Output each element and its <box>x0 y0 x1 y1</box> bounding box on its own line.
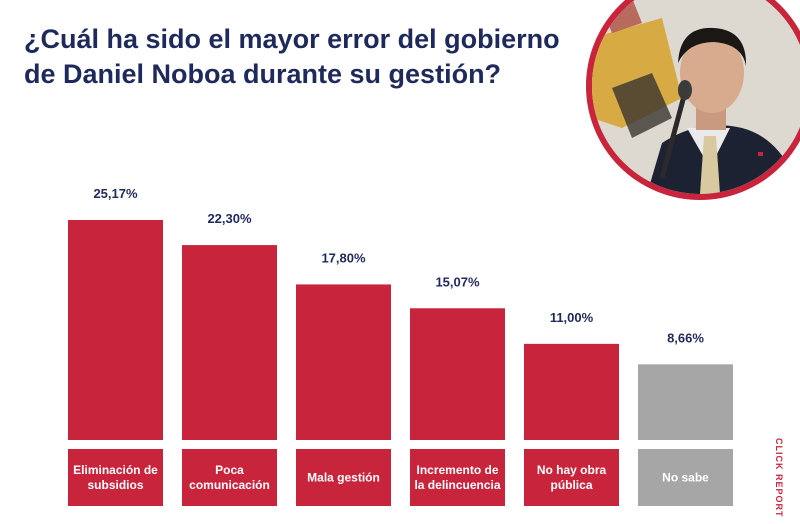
category-label: No sabe <box>662 471 709 485</box>
category-label: la delincuencia <box>414 478 500 492</box>
category-label: comunicación <box>189 478 270 492</box>
category-box <box>182 449 277 506</box>
data-label: 15,07% <box>435 274 480 289</box>
category-label: subsidios <box>87 478 143 492</box>
category-label: Eliminación de <box>73 463 158 477</box>
data-label: 25,17% <box>93 186 138 201</box>
category-label: No hay obra <box>537 463 607 477</box>
category-box <box>638 449 733 506</box>
data-label: 8,66% <box>667 330 704 345</box>
category-box <box>524 449 619 506</box>
category-label: Incremento de <box>416 463 498 477</box>
category-box <box>410 449 505 506</box>
category-label: Poca <box>215 463 244 477</box>
person-portrait-icon <box>586 0 800 200</box>
data-label: 11,00% <box>550 310 594 325</box>
bar <box>638 364 733 440</box>
data-label: 22,30% <box>207 211 252 226</box>
bar <box>524 343 619 440</box>
bar <box>410 308 505 440</box>
title-line-2: de Daniel Noboa durante su gestión? <box>24 59 502 89</box>
category-label: pública <box>550 478 592 492</box>
portrait-illustration <box>592 0 800 194</box>
category-box <box>68 449 163 506</box>
bar <box>296 284 391 440</box>
category-box <box>296 449 391 506</box>
page-title: ¿Cuál ha sido el mayor error del gobiern… <box>24 22 614 92</box>
bar <box>182 245 277 440</box>
data-label: 17,80% <box>321 250 366 265</box>
title-line-1: ¿Cuál ha sido el mayor error del gobiern… <box>24 24 560 54</box>
source-credit: CLICK REPORT <box>774 438 784 518</box>
category-label: Mala gestión <box>307 471 380 485</box>
bar <box>68 220 163 440</box>
